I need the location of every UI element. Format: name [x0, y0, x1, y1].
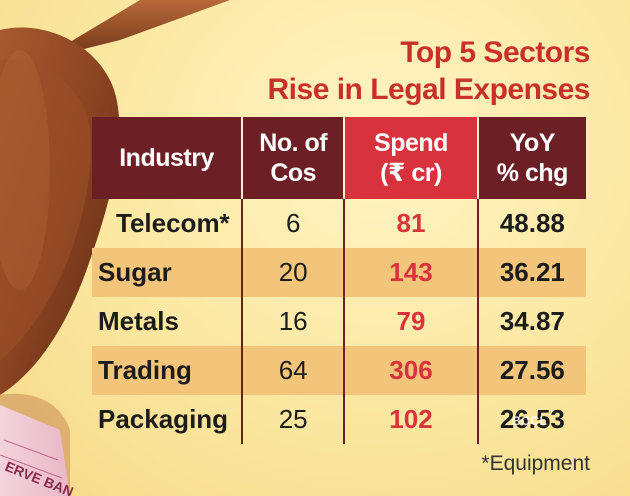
cell-yoy: 34.87: [476, 297, 586, 346]
header-no-of-cos: No. of Cos: [241, 117, 344, 199]
cell-cos: 6: [241, 199, 343, 248]
cell-yoy: 36.21: [476, 248, 586, 297]
cell-spend: 102: [343, 395, 476, 444]
cell-industry: Packaging: [98, 404, 229, 434]
cell-cos: 16: [241, 297, 343, 346]
cell-cos: 64: [241, 346, 344, 395]
table-row: Sugar 20 143 36.21: [92, 248, 586, 297]
table-row: Trading 64 306 27.56: [92, 346, 586, 395]
footnote: *Equipment: [481, 452, 590, 475]
title-line-1: Top 5 Sectors: [400, 36, 590, 69]
cell-industry: Trading: [92, 346, 242, 395]
banknote-illustration: ERVE BAN: [0, 405, 76, 496]
chart-title: Top 5 Sectors Rise in Legal Expenses: [267, 34, 591, 108]
cell-spend: 79: [343, 297, 476, 346]
table-row: Packaging 25 102 26.53: [92, 395, 586, 444]
header-industry: Industry: [92, 117, 242, 199]
cell-spend: 306: [343, 346, 477, 395]
cell-industry: Metals: [98, 306, 179, 336]
cell-cos: 25: [241, 395, 343, 444]
table-row: Metals 16 79 34.87: [92, 297, 586, 346]
cell-yoy: 26.53: [476, 395, 586, 444]
title-line-2: Rise in Legal Expenses: [267, 73, 591, 106]
cell-cos: 20: [241, 248, 344, 297]
cell-yoy: 27.56: [476, 346, 586, 395]
header-yoy-change: YoY % chg: [476, 117, 586, 199]
table-header-row: Industry No. of Cos Spend (₹ cr) YoY % c…: [92, 117, 586, 199]
cell-spend: 143: [343, 248, 477, 297]
header-spend: Spend (₹ cr): [343, 117, 477, 199]
cell-industry: Sugar: [92, 248, 242, 297]
watermark: BCCL: [512, 414, 548, 428]
sector-table: Industry No. of Cos Spend (₹ cr) YoY % c…: [92, 117, 586, 444]
gavel-illustration: ERVE BAN: [0, 0, 230, 496]
table-row: Telecom* 6 81 48.88: [92, 199, 586, 248]
cell-yoy: 48.88: [476, 199, 586, 248]
cell-industry: Telecom*: [116, 208, 230, 238]
gavel-handle: [40, 0, 230, 60]
cell-spend: 81: [343, 199, 476, 248]
